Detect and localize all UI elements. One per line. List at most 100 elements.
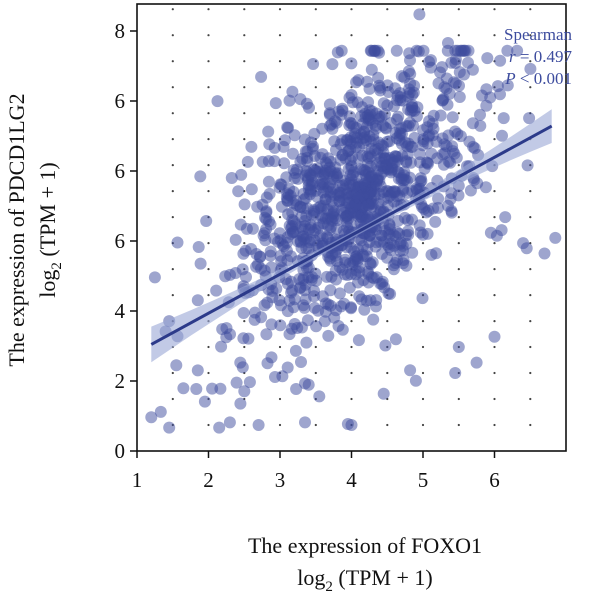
point-890: [364, 258, 377, 271]
point-1074: [145, 411, 158, 424]
point-516: [190, 383, 203, 395]
grid-dot-144: [457, 216, 460, 219]
point-429: [318, 315, 331, 328]
y-axis-title-line2: log2 (TPM + 1): [35, 162, 65, 297]
point-891: [351, 250, 363, 262]
point-1098: [370, 159, 383, 172]
y-tick-label-1: 2: [115, 369, 126, 393]
point-985: [148, 271, 161, 284]
grid-dot-24: [207, 242, 210, 245]
y-tick-label-0: 0: [115, 439, 126, 463]
point-1060: [381, 135, 394, 148]
point-996: [406, 213, 418, 226]
grid-dot-37: [243, 345, 246, 349]
y-tick-label-2: 4: [115, 299, 126, 323]
point-279: [352, 334, 365, 347]
point-598: [194, 170, 207, 183]
point-487: [432, 192, 445, 205]
point-1087: [409, 374, 422, 387]
grid-dot-141: [457, 294, 460, 297]
point-623: [387, 263, 400, 276]
point-1070: [191, 294, 204, 307]
grid-dot-122: [421, 345, 425, 349]
grid-dot-174: [529, 320, 532, 323]
y-axis-title-log: log: [35, 270, 60, 298]
point-627: [372, 71, 385, 84]
point-1034: [234, 397, 247, 410]
grid-dot-26: [207, 190, 210, 193]
point-920: [229, 233, 242, 246]
grid-dot-172: [529, 371, 532, 375]
point-81: [404, 364, 417, 377]
point-233: [300, 336, 313, 349]
grid-dot-2: [171, 371, 174, 375]
grid-dot-45: [243, 138, 246, 141]
grid-dot-38: [243, 320, 246, 323]
y-axis-title-unit: (TPM + 1): [35, 162, 60, 262]
point-799: [362, 267, 375, 280]
point-1047: [372, 136, 385, 149]
point-1035: [344, 218, 357, 230]
point-999: [287, 225, 300, 238]
point-531: [370, 294, 383, 307]
point-1038: [379, 160, 392, 173]
point-960: [237, 247, 250, 260]
grid-dot-80: [314, 112, 317, 115]
grid-dot-123: [421, 320, 425, 323]
point-995: [330, 116, 343, 129]
x-tick-label-1: 2: [203, 468, 214, 492]
grid-dot-64: [278, 86, 282, 89]
point-870: [392, 214, 405, 227]
grid-dot-90: [350, 294, 353, 297]
point-1051: [345, 89, 358, 101]
grid-dot-41: [243, 242, 246, 245]
regression: [150, 109, 553, 363]
point-857: [261, 296, 274, 309]
point-984: [404, 77, 417, 90]
grid-dot-104: [386, 371, 389, 375]
grid-dot-185: [529, 34, 532, 37]
point-910: [377, 119, 389, 132]
point-902: [393, 133, 406, 146]
point-1063: [499, 211, 512, 224]
point-1068: [549, 231, 562, 244]
grid-dot-168: [493, 34, 496, 37]
annotation-method: Spearman: [504, 25, 572, 44]
point-772: [347, 120, 360, 133]
grid-dot-164: [493, 138, 496, 141]
grid-dot-54: [278, 345, 282, 349]
point-692: [362, 276, 375, 289]
point-507: [314, 151, 327, 164]
point-1082: [449, 367, 462, 379]
grid-dot-157: [493, 320, 496, 323]
point-913: [372, 197, 385, 210]
point-543: [283, 94, 296, 107]
point-751: [265, 261, 278, 274]
point-852: [524, 62, 537, 75]
point-1058: [245, 140, 258, 153]
point-1: [474, 108, 486, 121]
annotation-r-value: = 0.497: [516, 47, 573, 66]
point-911: [286, 147, 299, 160]
x-axis-title-sub: 2: [325, 579, 333, 595]
point-959: [366, 117, 379, 130]
grid-dot-34: [243, 423, 246, 427]
point-997: [377, 236, 390, 249]
point-435: [264, 245, 277, 258]
point-847: [481, 52, 494, 65]
point-164: [389, 333, 402, 346]
grid-dot-131: [421, 112, 425, 115]
point-1015: [281, 195, 294, 207]
point-431: [268, 155, 281, 168]
grid-dot-50: [243, 8, 246, 11]
point-901: [452, 189, 465, 202]
point-819: [256, 155, 269, 168]
grid-dot-71: [314, 345, 317, 349]
x-axis-title-line1: The expression of FOXO1: [248, 533, 482, 558]
y-axis-title-line1: The expression of PDCD1LG2: [4, 93, 29, 366]
point-745: [234, 356, 247, 369]
grid-dot-136: [457, 423, 460, 427]
point-1054: [427, 109, 440, 122]
grid-dot-184: [529, 60, 532, 63]
